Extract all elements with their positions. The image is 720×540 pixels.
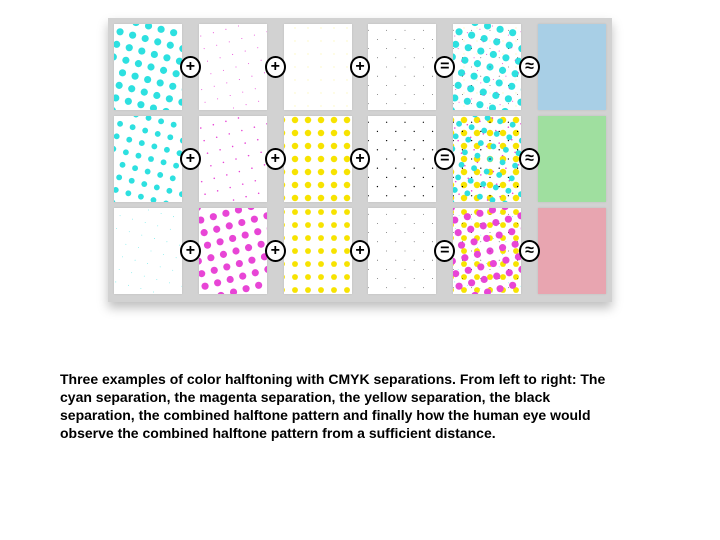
plus-icon: + — [180, 240, 201, 262]
cyan-separation-panel — [114, 208, 182, 294]
perceived-color-panel — [538, 116, 606, 202]
plus-icon: + — [180, 56, 201, 78]
black-separation-panel — [368, 208, 436, 294]
halftone-grid-frame: + + + = ≈ + + + = ≈ + + + = ≈ — [108, 18, 612, 302]
plus-icon: + — [180, 148, 201, 170]
cyan-separation-panel — [114, 24, 182, 110]
magenta-separation-panel — [199, 24, 267, 110]
combined-halftone-panel — [453, 208, 521, 294]
magenta-separation-panel — [199, 208, 267, 294]
cyan-separation-panel — [114, 116, 182, 202]
yellow-separation-panel — [284, 24, 352, 110]
perceived-color-panel — [538, 208, 606, 294]
plus-icon: + — [350, 240, 371, 262]
combined-halftone-panel — [453, 24, 521, 110]
approx-icon: ≈ — [519, 148, 540, 170]
figure-caption: Three examples of color halftoning with … — [60, 370, 620, 442]
yellow-separation-panel — [284, 208, 352, 294]
magenta-separation-panel — [199, 116, 267, 202]
figure-canvas: + + + = ≈ + + + = ≈ + + + = ≈ Three examples of color … — [0, 0, 720, 540]
black-separation-panel — [368, 116, 436, 202]
equals-icon: = — [434, 56, 455, 78]
yellow-separation-panel — [284, 116, 352, 202]
combined-halftone-panel — [453, 116, 521, 202]
plus-icon: + — [265, 56, 286, 78]
equals-icon: = — [434, 240, 455, 262]
approx-icon: ≈ — [519, 56, 540, 78]
plus-icon: + — [265, 148, 286, 170]
halftone-row: + + + = ≈ — [114, 208, 606, 294]
plus-icon: + — [350, 148, 371, 170]
equals-icon: = — [434, 148, 455, 170]
halftone-row: + + + = ≈ — [114, 116, 606, 202]
halftone-row: + + + = ≈ — [114, 24, 606, 110]
perceived-color-panel — [538, 24, 606, 110]
approx-icon: ≈ — [519, 240, 540, 262]
plus-icon: + — [265, 240, 286, 262]
black-separation-panel — [368, 24, 436, 110]
plus-icon: + — [350, 56, 371, 78]
